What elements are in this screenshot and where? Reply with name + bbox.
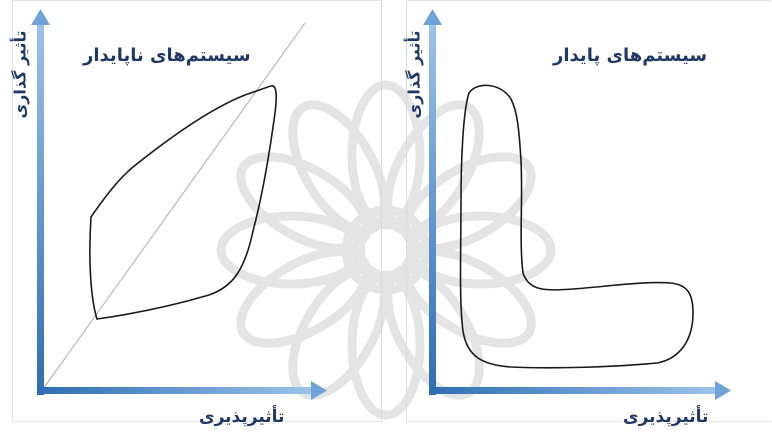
- y-axis: [37, 23, 44, 395]
- rosette-center: [341, 205, 431, 295]
- stable-systems-diagram: سیستم‌های پایدار تأثیر گذاری تأثیرپذیری: [404, 0, 771, 427]
- x-axis-arrowhead: [715, 381, 731, 400]
- rosette-petal: [347, 270, 425, 420]
- y-axis: [429, 23, 436, 395]
- x-axis-arrowhead: [311, 381, 327, 400]
- stable-x-axis-label: تأثیرپذیری: [623, 407, 709, 427]
- unstable-diagram-canvas: [31, 9, 327, 400]
- rosette-petal: [400, 152, 536, 253]
- stable-diagram-canvas: [423, 9, 731, 400]
- rosette-petal: [406, 211, 556, 289]
- y-axis-arrowhead: [31, 9, 50, 25]
- x-axis: [37, 387, 313, 394]
- rosette-petal: [236, 152, 372, 253]
- unstable-systems-diagram: سیستم‌های ناپایدار تأثیر گذاری تأثیرپذیر…: [10, 0, 382, 427]
- stable-title: سیستم‌های پایدار: [553, 45, 708, 66]
- diagonal-line: [42, 22, 306, 390]
- x-axis: [429, 387, 717, 394]
- stable-y-axis-label: تأثیر گذاری: [404, 30, 424, 119]
- unstable-x-axis-label: تأثیرپذیری: [199, 407, 285, 427]
- unstable-region-outline: [89, 85, 277, 320]
- stable-region-outline: [459, 84, 694, 369]
- rosette-petal: [383, 100, 484, 236]
- unstable-title: سیستم‌های ناپایدار: [83, 45, 251, 66]
- rosette-petal: [347, 80, 425, 230]
- rosette-petal: [236, 247, 372, 348]
- rosette-petal: [216, 211, 366, 289]
- unstable-y-axis-label: تأثیر گذاری: [10, 30, 30, 119]
- rosette-petal: [400, 247, 536, 348]
- y-axis-arrowhead: [423, 9, 442, 25]
- rosette-petal: [288, 100, 389, 236]
